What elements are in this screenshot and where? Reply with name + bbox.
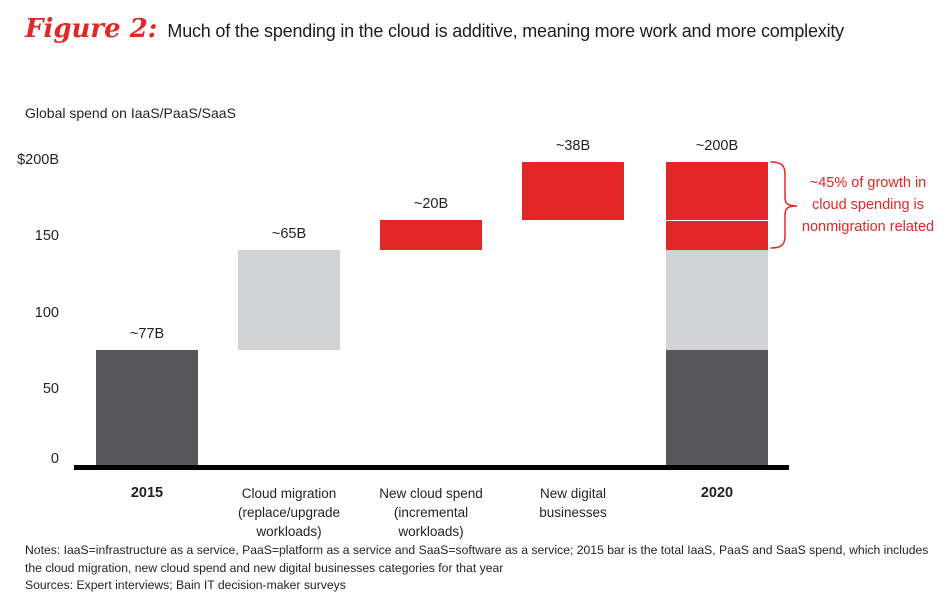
footnotes: Notes: IaaS=infrastructure as a service,… — [25, 542, 933, 595]
y-axis-tick-label: 100 — [34, 304, 59, 321]
x-axis-line — [74, 465, 789, 470]
category-label-2020: 2020 — [700, 485, 734, 501]
y-axis-tick-label: $200B — [17, 152, 59, 168]
bar-segment-divider — [666, 219, 768, 221]
value-label-2020: ~200B — [695, 138, 739, 154]
category-label-new-cloud-spend-incremental-workloads: New cloud spend (incremental workloads) — [379, 486, 483, 539]
value-label-new-digital-businesses: ~38B — [555, 138, 591, 154]
bar-new-cloud-spend-incremental-workloads — [380, 219, 482, 251]
value-label-cloud-migration-replace-upgrade-workloads: ~65B — [271, 226, 307, 243]
sources-text: Sources: Expert interviews; Bain IT deci… — [25, 578, 346, 592]
figure-header: Figure 2: Much of the spending in the cl… — [25, 14, 925, 44]
notes-text: Notes: IaaS=infrastructure as a service,… — [25, 543, 929, 575]
figure-title: Much of the spending in the cloud is add… — [167, 21, 844, 41]
y-axis-tick-label: 0 — [50, 451, 59, 467]
value-label-2015: ~77B — [129, 325, 165, 342]
category-label-2015: 2015 — [130, 485, 164, 501]
figure-number-label: Figure 2: — [25, 14, 158, 44]
bar-2020-segment — [666, 250, 768, 350]
bar-2020-segment — [666, 219, 768, 251]
y-axis-tick-label: 150 — [34, 228, 59, 245]
bar-cloud-migration-replace-upgrade-workloads — [238, 250, 340, 350]
growth-annotation: ~45% of growth in cloud spending is nonm… — [801, 175, 935, 235]
growth-bracket — [770, 161, 798, 249]
bar-2020-segment — [666, 162, 768, 220]
bar-2020-segment — [666, 349, 768, 467]
bar-new-digital-businesses — [522, 162, 624, 220]
value-label-new-cloud-spend-incremental-workloads: ~20B — [413, 195, 449, 212]
bar-2015 — [96, 349, 198, 467]
y-axis-tick-label: 50 — [42, 380, 59, 397]
category-label-cloud-migration-replace-upgrade-workloads: Cloud migration (replace/upgrade workloa… — [237, 486, 341, 539]
category-label-new-digital-businesses: New digital businesses — [539, 486, 607, 520]
chart-axis-title: Global spend on IaaS/PaaS/SaaS — [25, 105, 236, 121]
